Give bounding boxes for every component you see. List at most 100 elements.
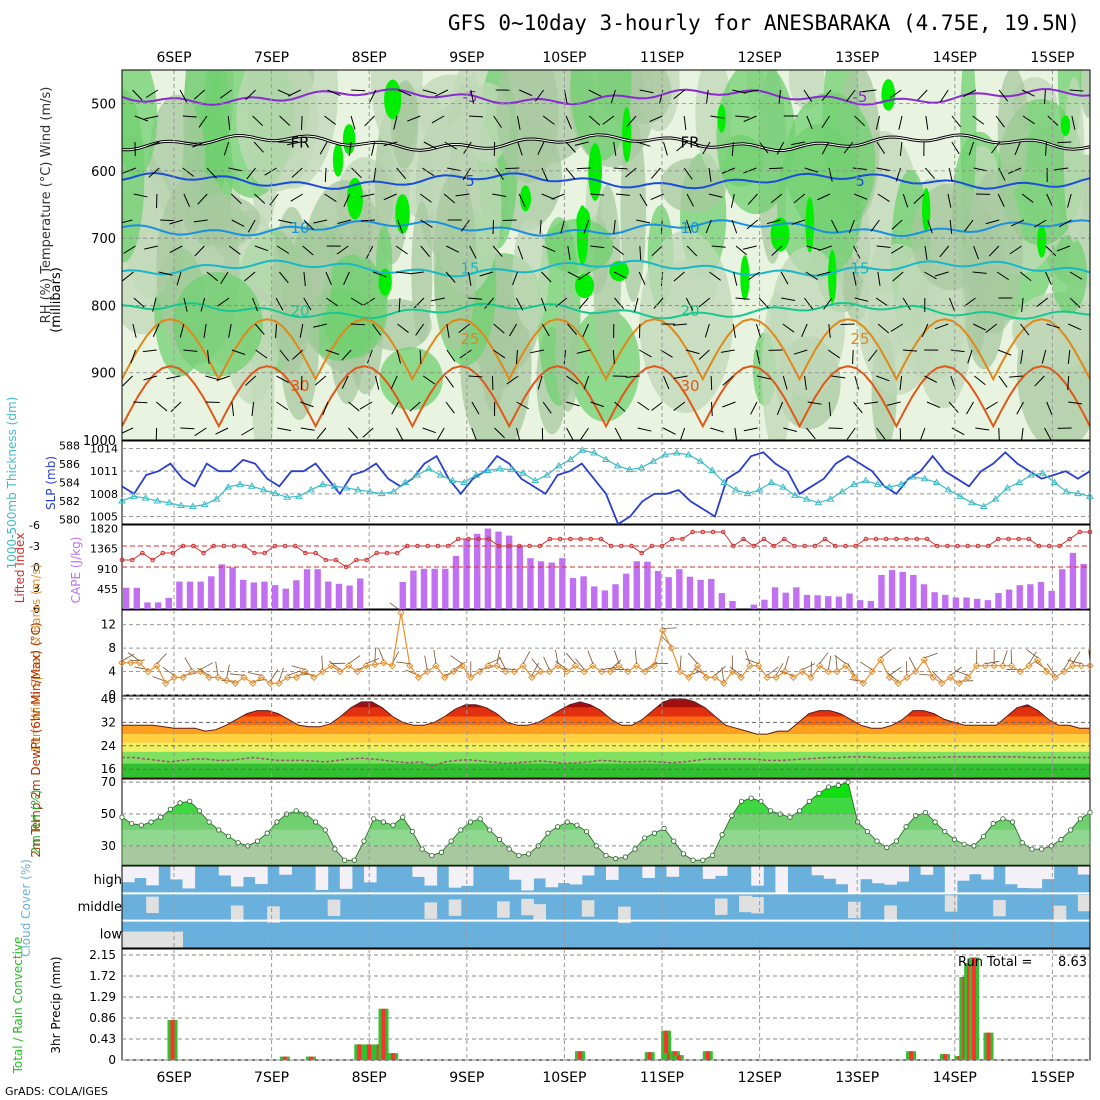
thickness-marker (861, 476, 870, 484)
wind-barb (484, 297, 495, 309)
surface-barb (424, 655, 428, 670)
convective-bar (357, 1044, 362, 1060)
surface-barb (634, 649, 637, 664)
wind-barb (565, 141, 576, 153)
convective-bar (282, 1056, 287, 1060)
wind-barb (966, 401, 974, 415)
wind-barb (698, 349, 710, 360)
wind-barb (254, 193, 266, 204)
wind-barb (852, 167, 867, 170)
wind-barb (705, 219, 712, 234)
surface-barb (287, 670, 302, 676)
rh-marker (496, 836, 503, 843)
wind10-label: 10m Wind Speed & Barbs (m/s) (29, 564, 43, 753)
wind-barb (821, 115, 830, 129)
surface-barb (496, 649, 501, 664)
cape-bar (165, 597, 172, 609)
cape-bar (505, 535, 513, 609)
isotherm-label: 5 (465, 172, 475, 190)
wind-barb (776, 401, 784, 416)
wind-barb (436, 427, 445, 440)
surface-barb (688, 652, 698, 664)
surface-barb (543, 656, 550, 670)
cape-bar (750, 604, 757, 609)
wind-barb (830, 219, 839, 233)
wind-barb (255, 349, 268, 359)
wind-barb (973, 245, 979, 260)
rh-marker (554, 824, 561, 830)
surface-barb (924, 652, 938, 659)
rh-marker (545, 830, 551, 836)
rh-marker (516, 852, 522, 859)
wind-barb (731, 219, 738, 234)
wind-barb (133, 297, 145, 308)
thickness-marker (909, 472, 917, 480)
wind-barb (783, 427, 798, 433)
bottom-date-label: 7SEP (254, 1070, 289, 1086)
wind-barb (846, 427, 856, 440)
wind-marker (449, 667, 458, 676)
wind-barb (252, 297, 259, 312)
wind-barb (972, 271, 987, 274)
rh-bright-blob (576, 207, 591, 235)
wind-barb (275, 297, 284, 311)
wind-barb (793, 349, 808, 355)
rh-marker (525, 851, 532, 857)
wind-barb (704, 323, 710, 338)
wind-barb (300, 375, 303, 391)
surface-barb (215, 661, 219, 676)
wind-barb (782, 375, 788, 390)
wind-barb (588, 89, 602, 97)
wind-marker (685, 673, 693, 682)
precip-tick: 1.29 (89, 990, 116, 1004)
wind-barb (1047, 115, 1059, 126)
wind-barb (968, 141, 975, 156)
wind-barb (169, 219, 184, 225)
isotherm-line (122, 365, 1090, 429)
cape-bar (910, 574, 917, 609)
surface-barb (849, 679, 864, 682)
cloud-gap (872, 866, 885, 884)
wind-barb (1020, 323, 1030, 336)
wind-barb (313, 219, 328, 224)
wind-marker (571, 661, 580, 670)
wind-barb (924, 167, 935, 179)
cloud-gap (581, 866, 595, 876)
wind-marker (1051, 673, 1059, 682)
surface-barb (1002, 650, 1008, 664)
cloud-gap (944, 895, 958, 912)
cloud-gap (327, 899, 341, 917)
wind-barb (950, 349, 965, 353)
wind-barb (455, 193, 470, 197)
wind-barb (430, 297, 445, 302)
wind-barb (300, 401, 314, 408)
top-date-label: 15SEP (1030, 50, 1074, 66)
cape-bar (261, 581, 268, 609)
surface-barb (847, 662, 855, 676)
ua-legend-label: RH (%) Temperature (°C) Wind (m/s) (39, 87, 54, 324)
wind-barb (821, 89, 832, 101)
wind-barb (396, 427, 404, 440)
cape-bar (357, 578, 364, 609)
wind-barb (303, 271, 306, 286)
top-date-label: 6SEP (156, 50, 191, 66)
wind-barb (462, 167, 471, 181)
wind-barb (469, 245, 477, 259)
wind-barb (582, 323, 589, 338)
rh-marker (584, 828, 590, 835)
wind-barb (494, 427, 505, 439)
wind-barb (458, 323, 471, 334)
cape-bar (144, 602, 151, 609)
wind-barb (396, 271, 411, 275)
rh-bright-blob (342, 124, 356, 155)
rh-bright-blob (588, 143, 602, 201)
wind-barb (415, 323, 425, 336)
cloud-gap (158, 931, 171, 948)
wind-barb (673, 271, 685, 282)
wind-barb (876, 167, 891, 172)
rh-marker (148, 819, 154, 825)
wind-barb (563, 349, 567, 364)
wind-barb (963, 297, 976, 307)
cape-lifted-panel: 1820 1365 910 455 -6 -3 0 3 6 (29, 519, 1093, 616)
wind-barb (566, 375, 579, 385)
